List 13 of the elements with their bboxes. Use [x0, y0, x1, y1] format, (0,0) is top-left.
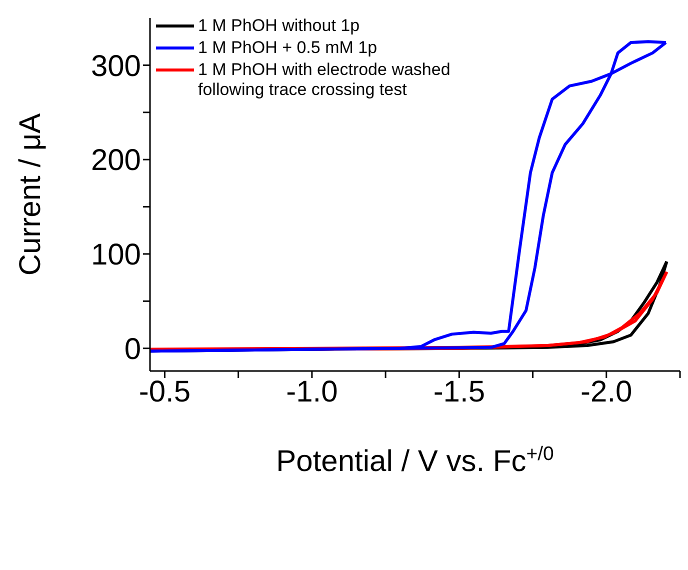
legend-label: 1 M PhOH without 1p — [198, 16, 360, 36]
legend-label: 1 M PhOH + 0.5 mM 1p — [198, 38, 378, 58]
y-tick-label: 200 — [90, 144, 141, 178]
y-tick-label: 100 — [90, 238, 141, 272]
x-tick-label: -1.5 — [433, 375, 486, 408]
y-axis-title: Current / μA — [14, 113, 47, 276]
legend-label: 1 M PhOH with electrode washed following trace crossing test — [198, 60, 452, 100]
x-tick-label: -2.0 — [580, 375, 632, 408]
y-tick-label: 300 — [90, 50, 141, 83]
x-tick-label: -1.0 — [286, 375, 338, 408]
x-tick-label: -0.5 — [138, 375, 191, 408]
x-axis-title: Potential / V vs. Fc$^{+/0}$ — [276, 443, 554, 478]
y-tick-label: 0 — [124, 333, 141, 366]
